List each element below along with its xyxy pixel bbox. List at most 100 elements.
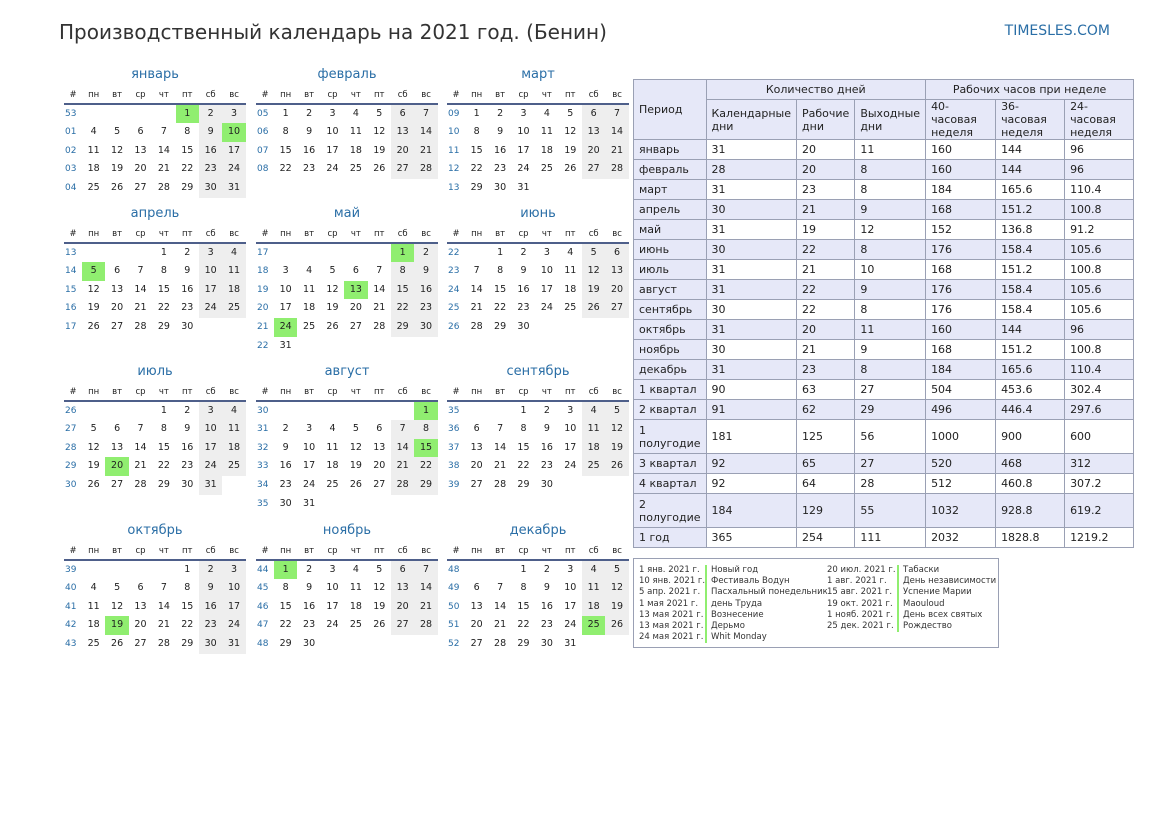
site-link[interactable]: TIMESLES.COM [1004, 23, 1110, 39]
day-header: # [256, 86, 274, 105]
month-name: март [521, 67, 555, 82]
stats-value-cell: 90 [705, 379, 798, 400]
week-number: 07 [257, 145, 269, 156]
day-cell: 4 [543, 107, 550, 119]
month-name: июнь [520, 206, 556, 221]
stats-value-cell: 105.6 [1064, 299, 1135, 320]
empty-cell [465, 561, 488, 580]
week-number: 47 [257, 620, 269, 631]
day-cell: 2 [184, 404, 191, 416]
day-cell: 17 [517, 144, 530, 156]
day-cell: 22 [181, 163, 194, 175]
month-grid: # пн вт ср чт пт сб вс 44 1 2 3 4 5 6 7 45 8 9 10 11 12 13 14 46… [256, 542, 438, 654]
day-cell: 13 [470, 441, 483, 453]
day-cell: 25 [222, 457, 246, 476]
day-cell: 1 [274, 560, 298, 580]
stats-row: 1 полугодие 181 125 56 1000 900 600 [633, 419, 1135, 454]
day-cell: 4 [581, 401, 606, 421]
day-cell: 4 [222, 401, 246, 421]
day-header: ср [511, 542, 536, 561]
stats-row: май 31 19 12 152 136.8 91.2 [633, 219, 1135, 240]
stats-value-cell: 446.4 [995, 399, 1066, 420]
day-cell: 15 [157, 283, 170, 295]
day-cell: 9 [184, 423, 191, 435]
day-cell: 31 [517, 181, 530, 193]
empty-cell [344, 495, 367, 514]
week-number: 17 [257, 247, 269, 258]
stats-value-cell: 168 [925, 339, 997, 360]
day-cell: 22 [157, 460, 170, 472]
day-cell: 17 [564, 600, 577, 612]
month-grid: # пн вт ср чт пт сб вс 53 1 2 3 01 4 5 6 7 8 9 10 02 11 12 13 14… [64, 86, 246, 198]
stats-value-cell: 1219.2 [1064, 527, 1135, 548]
day-header: пт [175, 383, 199, 402]
month-name: февраль [317, 67, 377, 82]
week-number: 33 [257, 461, 269, 472]
stats-value-cell: 165.6 [995, 359, 1066, 380]
stats-value-cell: 100.8 [1064, 339, 1135, 360]
day-header: вс [605, 225, 629, 244]
stats-value-cell: 27 [854, 379, 927, 400]
stats-value-cell: 65 [796, 453, 856, 474]
day-cell: 17 [326, 600, 339, 612]
day-header: вт [488, 225, 512, 244]
stats-row: июнь 30 22 8 176 158.4 105.6 [633, 239, 1135, 260]
day-cell: 9 [184, 265, 191, 277]
month-9: сентябрь # пн вт ср чт пт сб вс 35 1 2 3 4 5 36 6 7 8 9 10 11… [447, 361, 629, 495]
week-number: 45 [257, 583, 269, 594]
day-cell: 30 [494, 181, 507, 193]
day-header: пн [82, 86, 106, 105]
holiday-name: Дерьмо [711, 621, 745, 632]
day-header: вт [297, 86, 321, 105]
day-cell: 1 [184, 563, 191, 575]
day-cell: 24 [564, 619, 577, 631]
day-cell: 14 [373, 283, 386, 295]
day-cell: 23 [494, 163, 507, 175]
day-cell: 9 [414, 262, 438, 281]
empty-cell [129, 402, 152, 421]
day-cell: 3 [520, 107, 527, 119]
stats-col-header: Календарные дни [705, 99, 798, 140]
day-cell: 8 [282, 126, 289, 138]
day-cell: 8 [390, 262, 415, 281]
day-cell: 19 [605, 597, 629, 617]
day-cell: 29 [181, 637, 194, 649]
day-cell: 11 [326, 441, 339, 453]
day-cell: 1 [175, 104, 199, 124]
day-cell: 14 [470, 283, 483, 295]
day-cell: 25 [326, 478, 339, 490]
week-number: 02 [65, 145, 77, 156]
day-cell: 20 [134, 619, 147, 631]
day-header: пн [82, 225, 106, 244]
day-header: пн [465, 542, 489, 561]
day-cell: 10 [326, 582, 339, 594]
day-cell: 20 [581, 141, 606, 161]
day-cell: 31 [222, 634, 246, 654]
day-cell: 25 [222, 299, 246, 318]
day-header: вт [488, 86, 512, 105]
day-cell: 5 [581, 243, 606, 263]
week-number: 29 [65, 461, 77, 472]
day-header: пн [465, 225, 489, 244]
day-header: пн [274, 86, 298, 105]
day-cell: 11 [564, 265, 577, 277]
stats-value-cell: 8 [854, 239, 927, 260]
week-number: 36 [448, 424, 460, 435]
stats-value-cell: 12 [854, 219, 927, 240]
day-cell: 2 [543, 563, 550, 575]
day-cell: 12 [87, 441, 100, 453]
day-cell: 23 [279, 478, 292, 490]
empty-cell [129, 105, 152, 124]
stats-row: ноябрь 30 21 9 168 151.2 100.8 [633, 339, 1135, 360]
week-number: 48 [448, 564, 460, 575]
month-8: август # пн вт ср чт пт сб вс 30 1 31 2 3 4 5 6 7 8 32 9 10 11… [256, 361, 438, 513]
day-cell: 22 [279, 163, 292, 175]
day-cell: 2 [520, 246, 527, 258]
day-cell: 21 [373, 302, 386, 314]
day-header: вт [297, 225, 321, 244]
stats-value-cell: 184 [925, 179, 997, 200]
day-cell: 12 [349, 441, 362, 453]
day-header: # [64, 225, 82, 244]
empty-cell [414, 495, 437, 514]
day-cell: 6 [137, 582, 144, 594]
